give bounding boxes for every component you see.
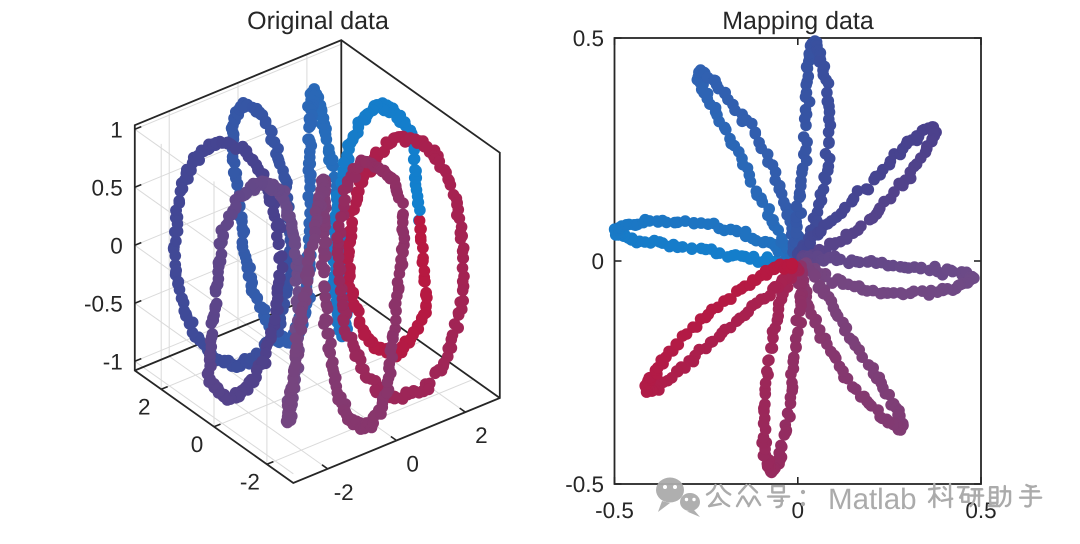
- svg-text:Matlab: Matlab: [828, 483, 917, 516]
- svg-text:-2: -2: [240, 469, 260, 494]
- svg-text:0.5: 0.5: [573, 26, 604, 51]
- svg-text:-2: -2: [334, 480, 354, 505]
- svg-text:0: 0: [191, 432, 204, 457]
- svg-text:1: 1: [110, 117, 123, 142]
- svg-text:-1: -1: [103, 349, 123, 374]
- svg-text:2: 2: [475, 423, 488, 448]
- svg-text:-0.5: -0.5: [595, 498, 634, 523]
- svg-text:2: 2: [138, 394, 151, 419]
- svg-text:0: 0: [406, 452, 419, 477]
- svg-text:Original data: Original data: [247, 7, 389, 35]
- svg-text:0: 0: [792, 498, 805, 523]
- svg-text:0: 0: [591, 249, 604, 274]
- svg-text:0.5: 0.5: [92, 175, 123, 200]
- svg-text:0: 0: [110, 233, 123, 258]
- svg-text:Mapping data: Mapping data: [722, 7, 874, 35]
- svg-text:-0.5: -0.5: [565, 472, 604, 497]
- svg-text:-0.5: -0.5: [84, 291, 123, 316]
